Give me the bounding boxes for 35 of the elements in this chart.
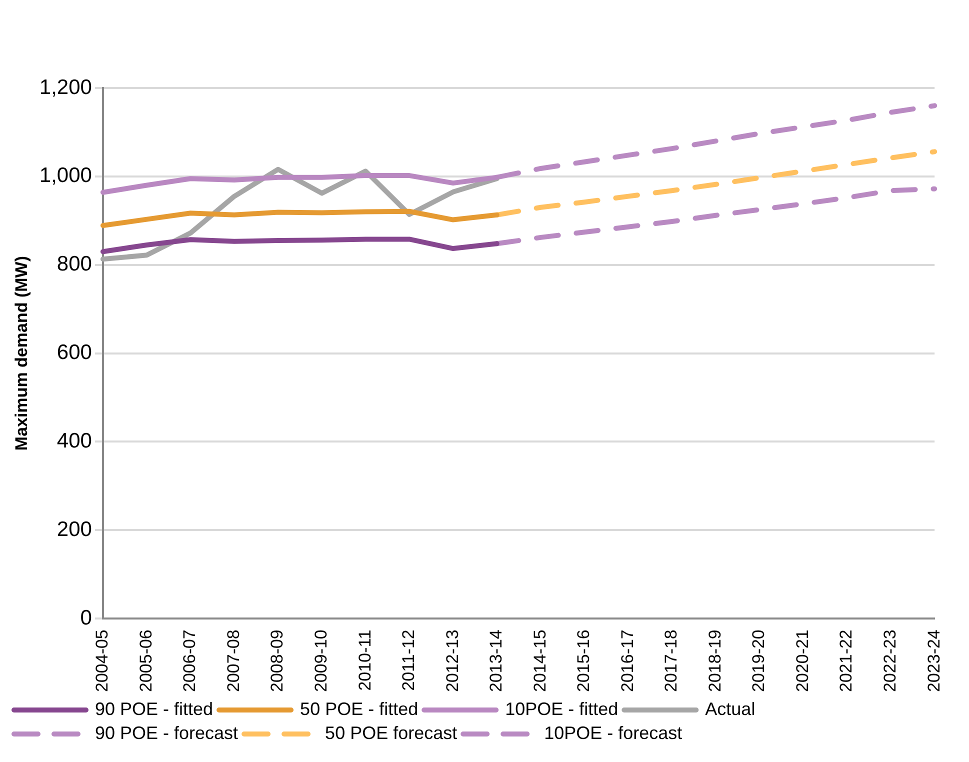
y-tick-label: 200	[56, 518, 92, 541]
x-tick-label: 2014-15	[530, 630, 550, 692]
x-tick-label: 2016-17	[618, 630, 637, 692]
x-tick-label: 2022-23	[880, 630, 900, 692]
x-tick-label: 2017-18	[662, 630, 681, 692]
legend-label: 90 POE - fitted	[95, 698, 214, 719]
legend-label: 10POE - forecast	[544, 722, 682, 743]
y-tick-label: 1,200	[39, 76, 92, 99]
y-tick-label: 1,000	[39, 164, 92, 188]
legend-label: 50 POE forecast	[325, 722, 458, 743]
x-tick-label: 2006-07	[180, 630, 200, 692]
x-tick-label: 2010-11	[355, 630, 374, 691]
x-tick-label: 2007-08	[224, 630, 243, 692]
x-tick-label: 2015-16	[574, 630, 594, 692]
x-tick-label: 2018-19	[705, 630, 724, 692]
legend-label: 10POE - fitted	[505, 698, 618, 719]
x-tick-label: 2004-05	[92, 630, 112, 692]
y-tick-label: 600	[56, 341, 92, 364]
legend-label: 50 POE - fitted	[300, 698, 418, 719]
x-tick-label: 2008-09	[268, 630, 287, 692]
x-tick-label: 2019-20	[749, 630, 768, 692]
x-tick-label: 2009-10	[311, 630, 330, 692]
x-tick-label: 2012-13	[442, 630, 462, 692]
y-axis-title: Maximum demand (MW)	[12, 256, 31, 451]
x-tick-label: 2021-22	[836, 630, 856, 692]
x-tick-label: 2005-06	[136, 630, 156, 692]
y-tick-label: 800	[56, 252, 92, 276]
legend-label: Actual	[705, 698, 756, 719]
legend-label: 90 POE - forecast	[95, 722, 238, 743]
x-tick-label: 2013-14	[486, 630, 506, 692]
y-tick-label: 400	[56, 430, 92, 453]
x-tick-label: 2023-24	[924, 630, 944, 692]
x-tick-label: 2011-12	[399, 630, 418, 691]
y-tick-label: 0	[80, 606, 92, 630]
x-tick-label: 2020-21	[792, 630, 812, 692]
